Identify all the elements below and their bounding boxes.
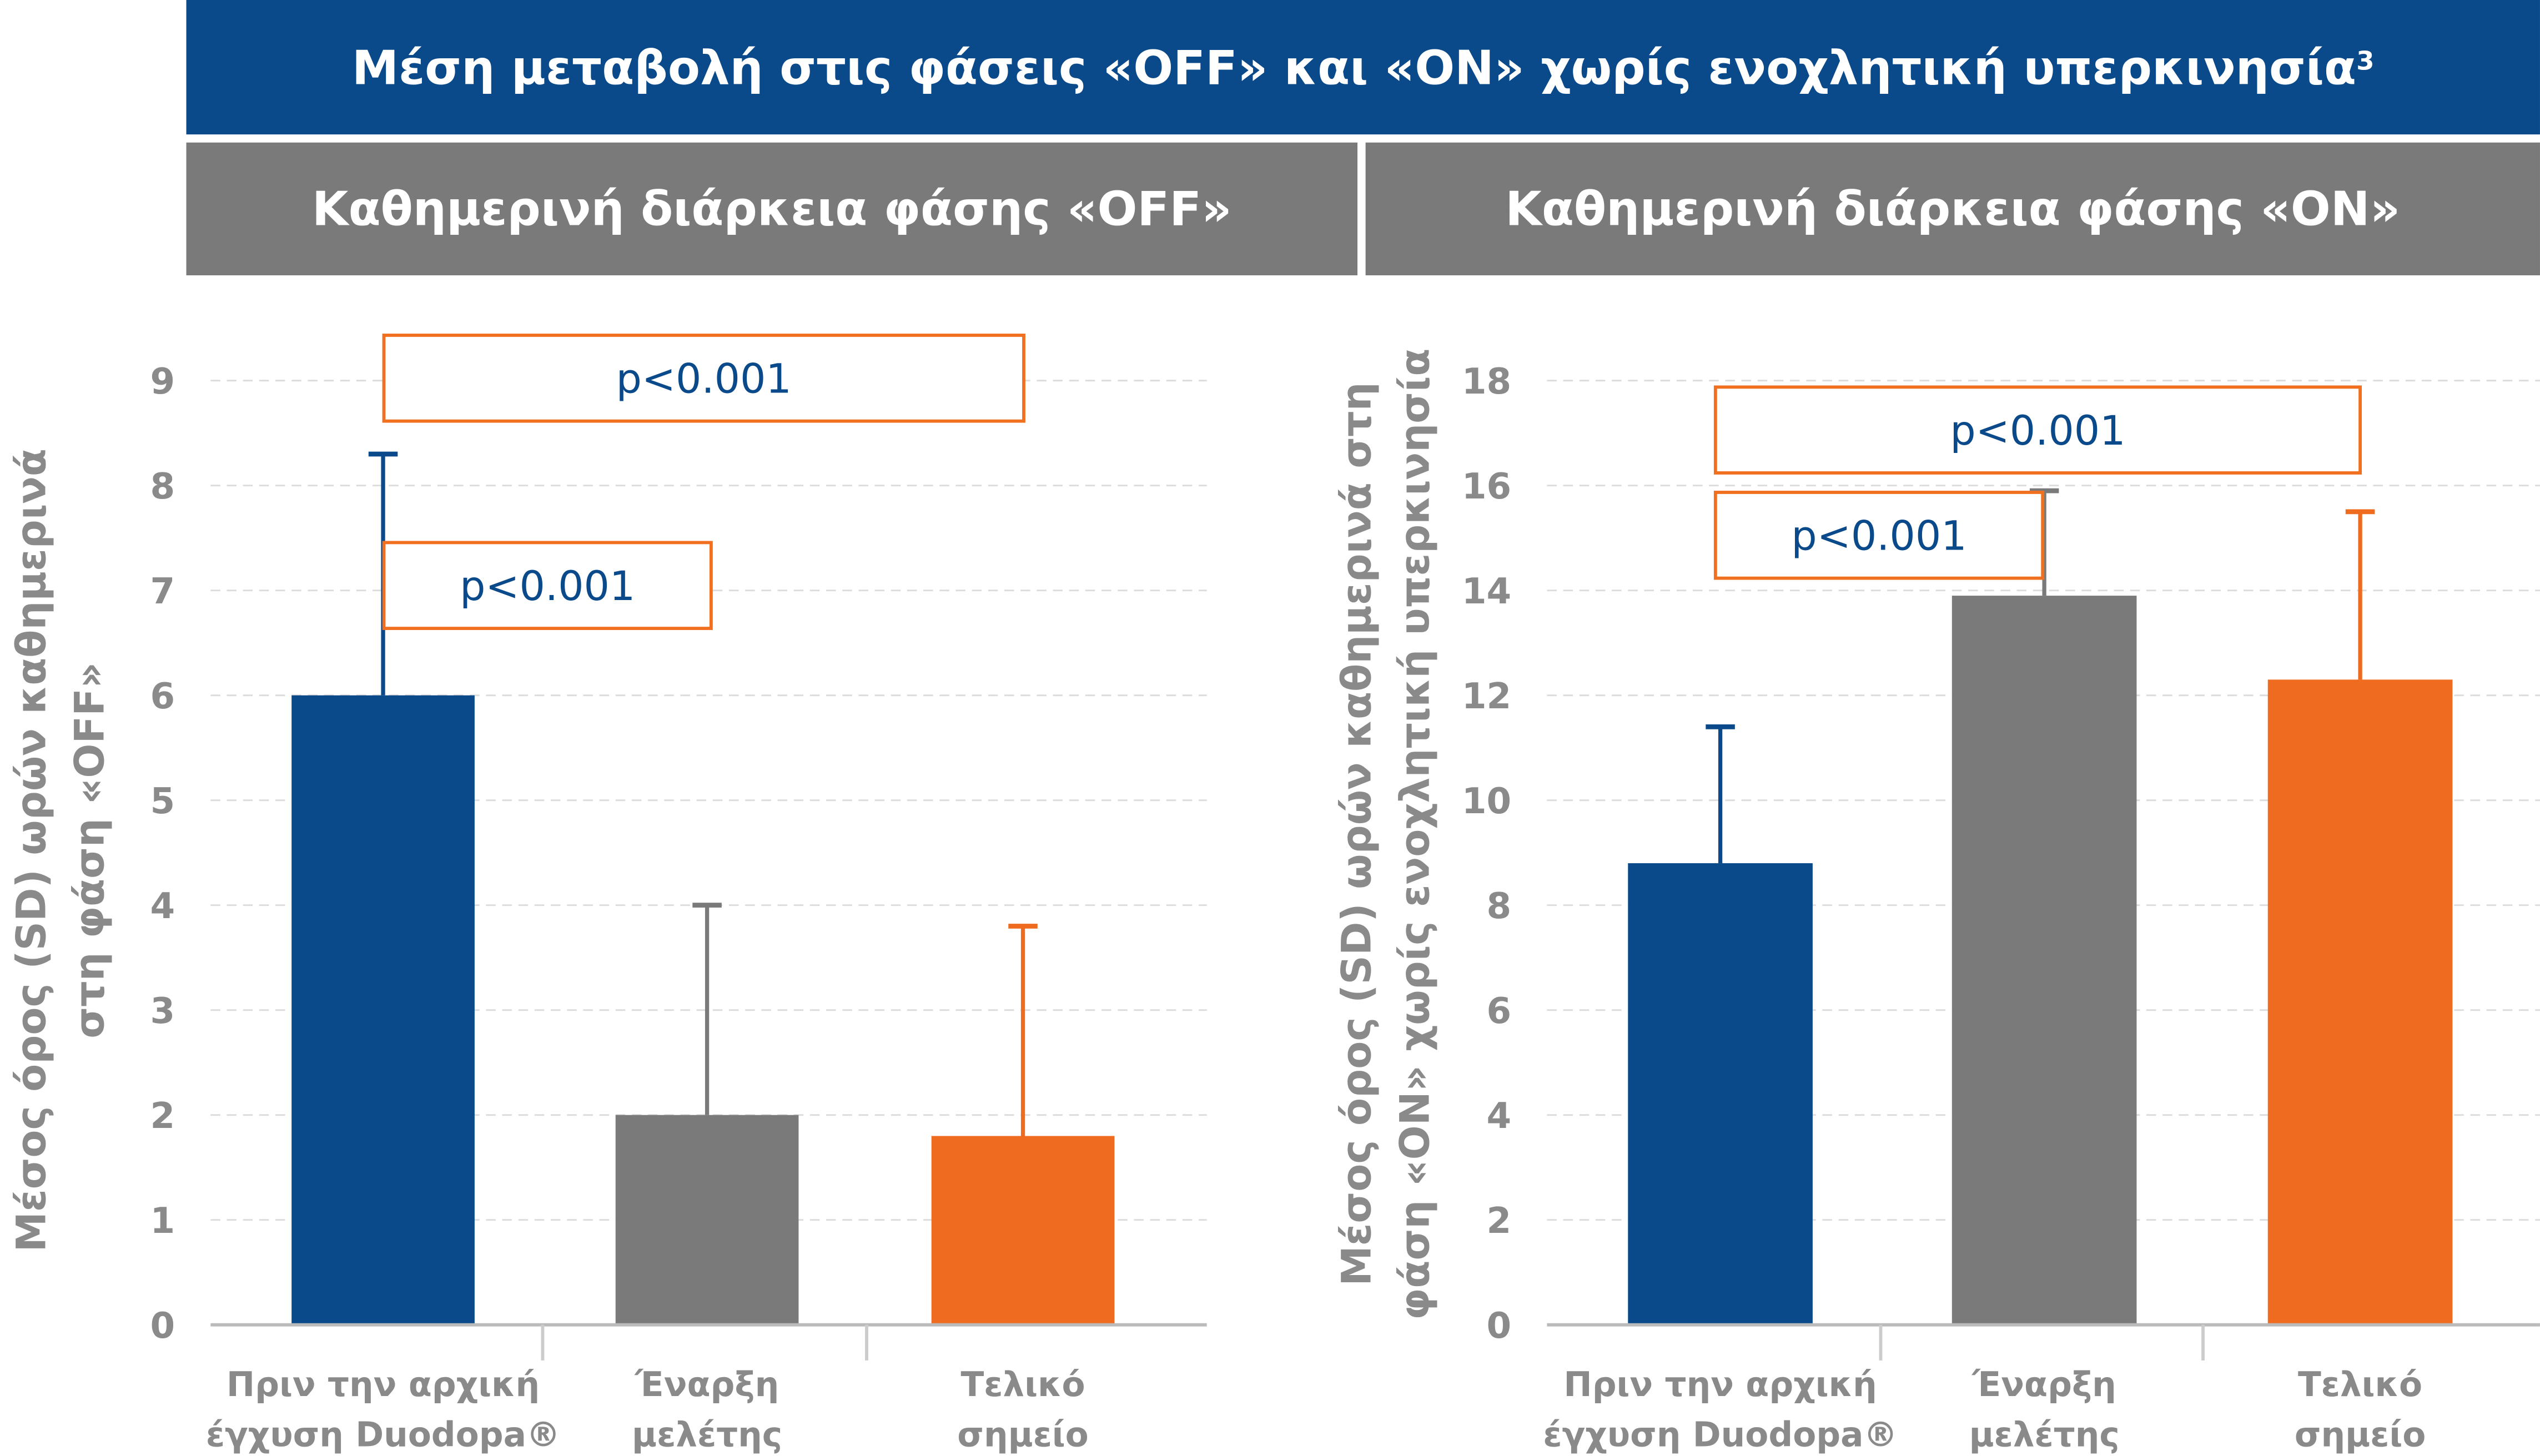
y-tick-label: 0 xyxy=(1487,1305,1512,1347)
bar xyxy=(931,1136,1115,1325)
y-tick-label: 9 xyxy=(150,361,175,402)
y-tick-label: 7 xyxy=(150,571,175,612)
on-chart-header: Καθημερινή διάρκεια φάσης «ON» xyxy=(1365,142,2540,276)
y-tick-label: 4 xyxy=(1487,1095,1512,1137)
y-axis-label-line: στη φάση «OFF» xyxy=(67,662,114,1039)
y-tick-label: 8 xyxy=(150,466,175,507)
y-tick-label: 10 xyxy=(1462,780,1511,822)
y-tick-label: 8 xyxy=(1487,885,1512,927)
p-value-label: p<0.001 xyxy=(616,356,792,403)
y-tick-label: 16 xyxy=(1462,466,1511,507)
y-tick-label: 3 xyxy=(150,990,175,1032)
y-tick-label: 2 xyxy=(1487,1200,1512,1242)
x-tick-label: Τελικό σημείο xyxy=(957,1365,1088,1454)
x-tick-label-line: Πριν την αρχική xyxy=(227,1365,540,1404)
title-footnote: 3 xyxy=(2356,45,2375,77)
p-value-label: p<0.001 xyxy=(1950,407,2125,455)
off-chart-header: Καθημερινή διάρκεια φάσης «OFF» xyxy=(186,142,1358,276)
y-axis-label-line: Μέσος όρος (SD) ωρών καθημερινά στη xyxy=(1333,382,1380,1286)
p-value-box xyxy=(382,541,713,630)
x-tick-label-line: Τελικό xyxy=(2298,1365,2422,1404)
x-tick-label: Πριν την αρχική έγχυση Duodopa® xyxy=(1543,1365,1897,1454)
y-tick-label: 0 xyxy=(150,1305,175,1347)
y-tick-label: 6 xyxy=(150,676,175,717)
chart-0: 0 1 2 3 4 5 6 7 8 9 Μέσος όρος (SD) ωρών καθημεριν… xyxy=(8,334,1207,1455)
bar xyxy=(2267,679,2453,1325)
figure-title: Μέση μεταβολή στις φάσεις «OFF» και «ON»… xyxy=(186,0,2540,135)
x-tick-label: Πριν την αρχική έγχυση Duodopa® xyxy=(206,1365,560,1454)
x-tick-label-line: Πριν την αρχική xyxy=(1563,1365,1877,1404)
y-tick-label: 12 xyxy=(1462,676,1511,717)
y-tick-label: 5 xyxy=(150,780,175,822)
p-value-box xyxy=(382,334,1025,423)
y-tick-label: 6 xyxy=(1487,990,1512,1032)
bar xyxy=(1951,596,2137,1325)
x-tick-label: Τελικό σημείο xyxy=(2295,1365,2426,1454)
p-value-label: p<0.001 xyxy=(460,563,635,610)
bar xyxy=(291,695,475,1325)
y-tick-label: 14 xyxy=(1462,571,1511,612)
chart-1: 0 2 4 6 8 10 12 14 16 18 Μέσος όρος (SD) ωρών καθη… xyxy=(1333,349,2540,1455)
p-value-box xyxy=(1713,491,2045,580)
y-axis-label: Μέσος όρος (SD) ωρών καθημερινά στη φάση … xyxy=(8,449,114,1252)
p-value-box xyxy=(1713,385,2362,475)
x-tick-label-line: έγχυση Duodopa® xyxy=(206,1415,560,1455)
x-tick-label-line: Τελικό xyxy=(960,1365,1085,1404)
y-tick-label: 1 xyxy=(150,1200,175,1242)
x-tick-label-line: μελέτης xyxy=(1969,1415,2120,1455)
x-tick-label-line: σημείο xyxy=(957,1415,1088,1455)
y-tick-label: 2 xyxy=(150,1095,175,1137)
x-tick-label-line: Έναρξη xyxy=(634,1365,779,1404)
y-tick-label: 18 xyxy=(1462,361,1511,402)
bar xyxy=(1628,863,1813,1325)
x-tick-label-line: σημείο xyxy=(2295,1415,2426,1455)
x-tick-label: Έναρξη μελέτης xyxy=(1969,1365,2120,1454)
x-tick-label-line: Έναρξη xyxy=(1971,1365,2116,1404)
y-tick-label: 4 xyxy=(150,885,175,927)
title-text: Μέση μεταβολή στις φάσεις «OFF» και «ON»… xyxy=(351,39,2357,95)
x-tick-label-line: μελέτης xyxy=(632,1415,782,1455)
bar xyxy=(615,1115,799,1325)
y-axis-label-line: Μέσος όρος (SD) ωρών καθημερινά xyxy=(8,449,56,1252)
y-axis-label: Μέσος όρος (SD) ωρών καθημερινά στη φάση … xyxy=(1333,349,1439,1320)
p-value-label: p<0.001 xyxy=(1791,513,1966,560)
y-axis-label-line: φάση «ON» χωρίς ενοχλητική υπερκινησία xyxy=(1391,349,1439,1320)
x-tick-label: Έναρξη μελέτης xyxy=(632,1365,782,1454)
x-tick-label-line: έγχυση Duodopa® xyxy=(1543,1415,1897,1455)
